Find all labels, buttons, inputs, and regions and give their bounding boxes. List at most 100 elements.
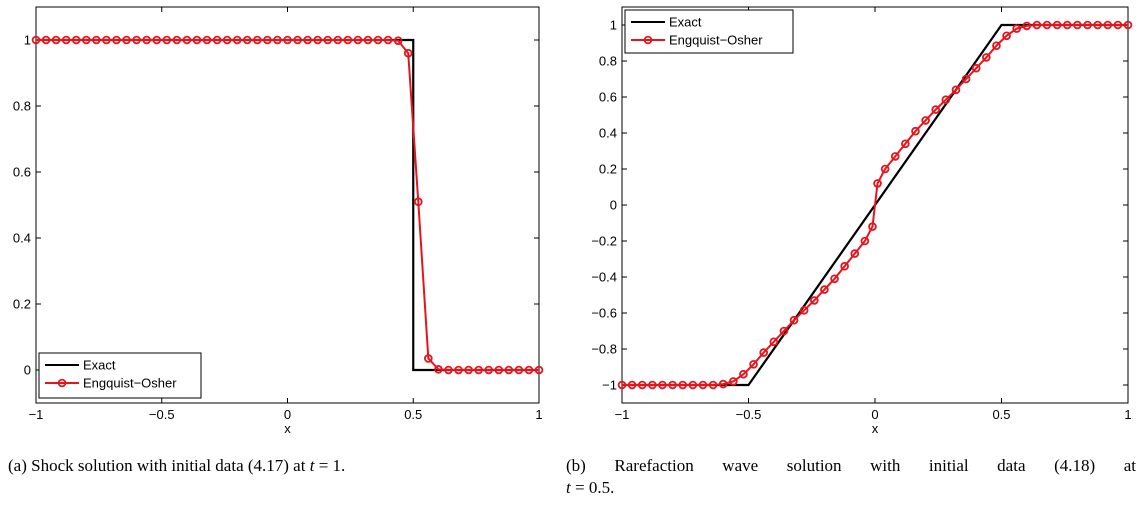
- data-point-engquist-osher: [880, 164, 890, 174]
- legend-label-engquist-osher: Engquist−Osher: [83, 376, 177, 391]
- data-point-engquist-osher: [992, 41, 1001, 50]
- data-point-engquist-osher: [648, 380, 657, 390]
- data-point-engquist-osher: [729, 377, 738, 386]
- y-tick-label: 0.2: [599, 162, 617, 177]
- data-point-engquist-osher: [921, 116, 930, 125]
- caption-b-value: = 0.5.: [570, 478, 615, 497]
- caption-a-label: (a): [8, 456, 27, 475]
- data-point-engquist-osher: [1083, 20, 1092, 30]
- y-tick-label: 0.6: [599, 90, 617, 105]
- data-point-engquist-osher: [840, 261, 849, 271]
- data-point-engquist-osher: [132, 35, 141, 45]
- x-tick-label: −1: [29, 407, 44, 422]
- data-point-engquist-osher: [759, 348, 768, 357]
- data-point-engquist-osher: [911, 126, 920, 136]
- data-point-engquist-osher: [678, 380, 688, 390]
- data-point-engquist-osher: [860, 236, 870, 246]
- legend-marker-engquist-osher: [643, 35, 653, 45]
- data-point-engquist-osher: [1062, 20, 1072, 30]
- y-tick-label: 1: [610, 18, 617, 33]
- data-point-engquist-osher: [941, 95, 951, 104]
- data-point-engquist-osher: [182, 35, 192, 45]
- data-point-engquist-osher: [739, 369, 748, 379]
- data-point-engquist-osher: [31, 35, 41, 45]
- x-tick-label: 1: [1124, 407, 1131, 422]
- data-point-engquist-osher: [192, 35, 202, 45]
- data-point-engquist-osher: [162, 35, 172, 45]
- data-point-engquist-osher: [868, 222, 877, 231]
- data-point-engquist-osher: [1042, 20, 1052, 30]
- x-tick-label: 0: [284, 407, 291, 422]
- x-axis-label: x: [284, 421, 291, 436]
- y-tick-label: 1: [24, 33, 31, 48]
- data-point-engquist-osher: [102, 35, 111, 45]
- data-point-engquist-osher: [931, 105, 941, 114]
- data-point-engquist-osher: [142, 35, 151, 45]
- data-point-engquist-osher: [534, 365, 544, 375]
- data-point-engquist-osher: [484, 365, 494, 375]
- data-point-engquist-osher: [353, 35, 363, 45]
- data-point-engquist-osher: [403, 48, 413, 58]
- data-point-engquist-osher: [222, 35, 232, 45]
- data-point-engquist-osher: [524, 365, 534, 375]
- data-point-engquist-osher: [514, 365, 524, 375]
- data-point-engquist-osher: [627, 380, 637, 390]
- data-point-engquist-osher: [41, 35, 51, 45]
- data-point-engquist-osher: [1123, 20, 1133, 30]
- data-point-engquist-osher: [293, 35, 302, 45]
- data-point-engquist-osher: [1103, 20, 1113, 30]
- data-point-engquist-osher: [363, 35, 373, 45]
- data-point-engquist-osher: [323, 35, 333, 45]
- data-point-engquist-osher: [658, 380, 667, 390]
- x-tick-label: −1: [615, 407, 630, 422]
- y-tick-label: 0.8: [13, 99, 31, 114]
- legend-label-exact: Exact: [669, 15, 702, 30]
- data-point-engquist-osher: [313, 35, 322, 45]
- x-axis-label: x: [872, 421, 879, 436]
- data-point-engquist-osher: [51, 35, 61, 45]
- data-point-engquist-osher: [1052, 20, 1062, 30]
- data-point-engquist-osher: [464, 365, 473, 375]
- x-tick-label: 0: [871, 407, 878, 422]
- data-point-engquist-osher: [333, 35, 343, 45]
- data-point-engquist-osher: [444, 365, 453, 375]
- legend-box: [624, 9, 794, 54]
- chart-a-shock: −1 −0.5 0 0.5 1 0 0.2 0.4 0.6 0.8 1 x Exact Engquist−…: [13, 6, 544, 436]
- data-point-engquist-osher: [253, 35, 262, 45]
- caption-b-var: t: [566, 478, 571, 497]
- y-tick-label: 0.4: [599, 126, 617, 141]
- data-point-engquist-osher: [1032, 20, 1042, 30]
- y-tick-label: −0.8: [591, 342, 617, 357]
- data-point-engquist-osher: [434, 365, 443, 374]
- x-tick-label: 0.5: [404, 407, 422, 422]
- x-tick-label: 0.5: [992, 407, 1010, 422]
- caption-b-label: (b): [566, 456, 586, 475]
- data-point-engquist-osher: [504, 365, 514, 375]
- data-point-engquist-osher: [303, 35, 312, 45]
- data-point-engquist-osher: [961, 74, 971, 84]
- data-point-engquist-osher: [1093, 20, 1102, 30]
- caption-a-value: = 1.: [314, 456, 346, 475]
- legend-label-exact: Exact: [83, 358, 116, 373]
- data-point-engquist-osher: [383, 35, 393, 45]
- data-point-engquist-osher: [890, 152, 900, 161]
- data-point-engquist-osher: [494, 365, 504, 375]
- data-point-engquist-osher: [637, 380, 647, 390]
- data-point-engquist-osher: [232, 35, 242, 45]
- y-tick-label: 0: [610, 198, 617, 213]
- data-point-engquist-osher: [112, 35, 121, 45]
- data-point-engquist-osher: [799, 305, 809, 315]
- data-point-engquist-osher: [82, 35, 91, 45]
- data-point-engquist-osher: [617, 380, 627, 390]
- y-tick-label: 0: [24, 363, 31, 378]
- data-point-engquist-osher: [202, 35, 212, 45]
- data-point-engquist-osher: [668, 380, 677, 390]
- chart-b-rarefaction: −1 −0.5 0 0.5 1 −1 −0.8 −0.6 −0.4 −0.2 0 0.2 0.4 0.6 0…: [591, 6, 1133, 436]
- y-tick-label: −0.2: [591, 234, 617, 249]
- caption-b-text: Rarefaction wave solution with initial d…: [614, 456, 1137, 475]
- y-tick-label: −1: [602, 378, 617, 393]
- data-point-engquist-osher: [982, 53, 991, 62]
- y-tick-label: −0.6: [591, 306, 617, 321]
- data-point-engquist-osher: [820, 285, 829, 294]
